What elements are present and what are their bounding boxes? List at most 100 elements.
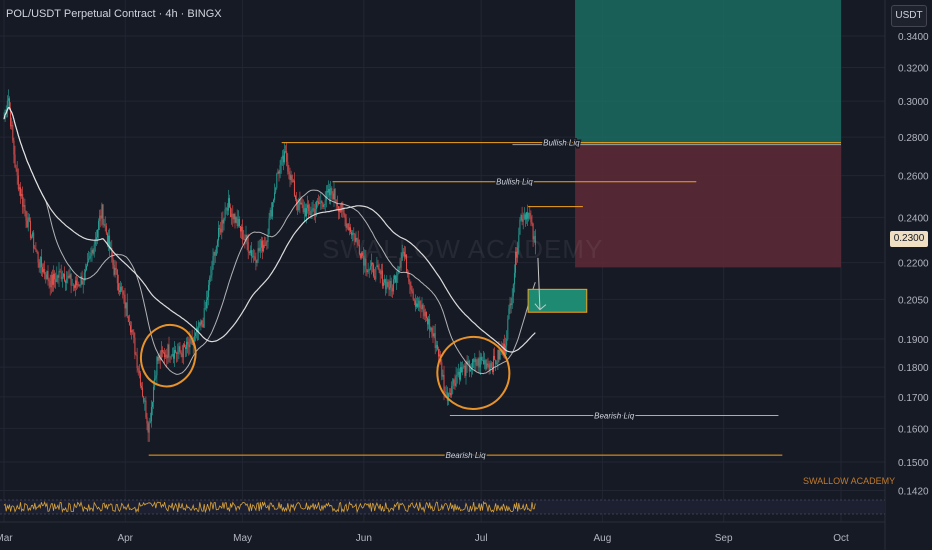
candle-body [313,208,315,215]
candle-body [253,255,255,257]
candle-body [108,235,109,245]
candle-body [29,220,31,238]
candle-body [10,108,12,127]
candle-body [449,393,450,394]
candle-body [326,190,328,193]
candle-body [161,350,163,353]
candle-body [363,255,365,266]
candle-body [100,215,102,219]
candle-body [230,207,232,218]
candle-body [216,240,218,247]
candle-body [98,220,100,230]
candle-body [456,374,458,377]
candle-body [119,290,120,292]
brand-label: SWALLOW ACADEMY [803,476,896,486]
candle-body [53,273,54,285]
candle-body [236,217,238,227]
candle-body [231,213,233,218]
candle-body [136,355,138,369]
candle-body [208,284,210,298]
candle-body [359,253,361,258]
candle-body [219,228,221,229]
candle-body [444,391,446,393]
candle-body [247,242,249,252]
y-tick-label: 0.1700 [898,393,929,404]
candle-body [80,276,82,286]
candle-body [322,203,324,207]
candle-body [11,124,13,127]
candle-body [213,251,215,257]
candle-body [401,253,403,261]
candle-body [344,214,346,219]
candle-body [237,218,239,227]
candle-body [106,233,108,245]
candle-body [320,200,322,203]
candle-body [329,188,331,196]
candle-body [434,333,436,349]
candle-body [475,358,477,366]
candle-body [498,350,500,360]
y-tick-label: 0.3000 [898,97,929,108]
candle-body [499,350,501,360]
candle-body [183,344,185,348]
candle-body [185,347,186,349]
candle-body [328,188,329,193]
candle-body [155,375,157,379]
candle-body [427,318,428,325]
candle-body [457,371,459,375]
candle-body [215,246,217,256]
candle-body [472,359,474,368]
candle-body [375,267,377,280]
candle-body [188,344,190,348]
candle-body [436,344,438,350]
candle-body [431,327,433,334]
candle-body [507,318,509,339]
candle-body [303,208,305,213]
candle-body [103,224,105,225]
candle-body [70,274,72,286]
candle-body [380,270,382,275]
candle-body [476,365,478,366]
candle-body [348,227,350,231]
quote-unit-button[interactable]: USDT [891,5,927,27]
ma-thin-line [3,107,536,375]
x-tick-label: Sep [715,533,733,544]
candle-body [92,249,94,254]
candle-body [416,303,417,307]
candle-body [343,209,345,215]
candle-body [276,173,278,188]
candle-body [458,371,460,380]
candle-body [441,362,443,377]
candle-body [179,346,181,353]
liquidity-level-label: Bullish Liq [543,139,580,148]
candle-body [56,275,58,283]
candle-body [109,235,111,250]
y-tick-label: 0.1500 [898,458,929,469]
candle-body [296,199,298,205]
candle-body [520,214,522,220]
candle-body [390,280,392,288]
candle-body [94,239,96,245]
candle-body [174,349,175,359]
candle-body [384,279,386,283]
candle-body [357,239,359,245]
x-tick-label: Jun [356,533,372,544]
candle-body [379,270,381,275]
candle-body [93,244,95,254]
candle-body [517,247,519,258]
candle-body [75,280,76,288]
candle-body [113,264,115,275]
candle-body [531,222,533,224]
candle-body [424,312,426,317]
candle-body [333,189,335,200]
candle-body [164,352,166,358]
candle-body [87,261,89,266]
candle-body [258,248,260,251]
candle-body [194,332,196,336]
candle-body [346,223,348,228]
candle-body [506,338,508,346]
candle-body [241,226,243,232]
candle-body [480,357,482,361]
candle-body [205,299,207,309]
